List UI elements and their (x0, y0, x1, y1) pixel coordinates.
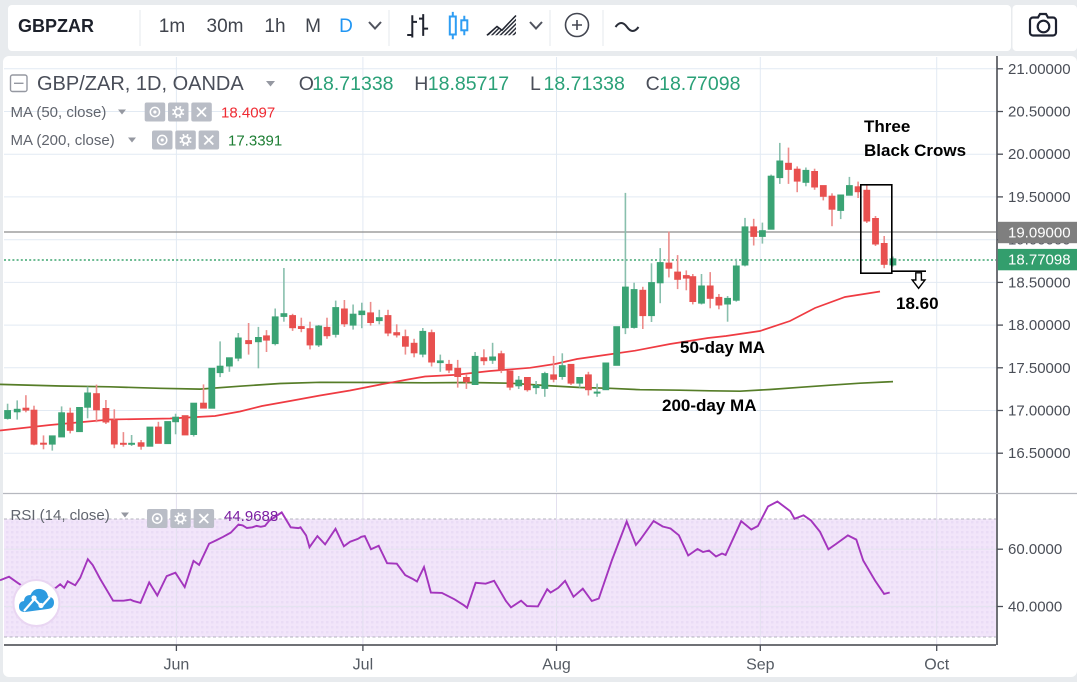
svg-text:20.50000: 20.50000 (1008, 104, 1071, 121)
svg-text:18.71338: 18.71338 (312, 73, 393, 95)
svg-text:L: L (530, 73, 541, 95)
svg-text:Sep: Sep (746, 657, 775, 674)
svg-text:1h: 1h (264, 16, 285, 37)
svg-text:18.60: 18.60 (896, 294, 939, 313)
svg-text:17.3391: 17.3391 (228, 133, 282, 150)
svg-text:44.9688: 44.9688 (224, 508, 278, 525)
svg-text:200-day MA: 200-day MA (662, 396, 756, 415)
svg-text:18.85717: 18.85717 (428, 73, 509, 95)
svg-text:D: D (339, 16, 353, 37)
svg-text:GBPZAR: GBPZAR (18, 16, 94, 36)
svg-text:1m: 1m (159, 16, 185, 37)
svg-text:O: O (299, 73, 314, 95)
svg-text:18.50000: 18.50000 (1008, 274, 1071, 291)
svg-text:30m: 30m (207, 16, 244, 37)
svg-text:Jul: Jul (353, 657, 373, 674)
svg-text:18.71338: 18.71338 (544, 73, 625, 95)
svg-text:20.00000: 20.00000 (1008, 146, 1071, 163)
svg-text:H: H (414, 73, 428, 95)
svg-text:50-day MA: 50-day MA (680, 338, 765, 357)
svg-text:17.50000: 17.50000 (1008, 360, 1071, 377)
svg-text:GBP/ZAR, 1D, OANDA: GBP/ZAR, 1D, OANDA (37, 73, 244, 95)
svg-text:21.00000: 21.00000 (1008, 61, 1071, 78)
svg-text:M: M (305, 16, 321, 37)
svg-text:RSI (14, close): RSI (14, close) (11, 507, 110, 524)
svg-text:18.4097: 18.4097 (221, 105, 275, 122)
svg-text:19.50000: 19.50000 (1008, 189, 1071, 206)
svg-text:MA (50, close): MA (50, close) (11, 104, 107, 121)
svg-text:C: C (646, 73, 660, 95)
svg-text:Oct: Oct (924, 657, 949, 674)
svg-text:Jun: Jun (164, 657, 190, 674)
svg-text:16.50000: 16.50000 (1008, 445, 1071, 462)
svg-text:Aug: Aug (542, 657, 570, 674)
svg-text:19.09000: 19.09000 (1008, 224, 1071, 241)
svg-text:40.0000: 40.0000 (1008, 599, 1062, 616)
svg-text:18.77098: 18.77098 (659, 73, 740, 95)
svg-text:18.77098: 18.77098 (1008, 251, 1071, 268)
svg-text:Three: Three (864, 117, 910, 136)
svg-text:MA (200, close): MA (200, close) (11, 132, 115, 149)
svg-text:Black Crows: Black Crows (864, 141, 966, 160)
svg-text:60.0000: 60.0000 (1008, 541, 1062, 558)
svg-text:18.00000: 18.00000 (1008, 317, 1071, 334)
svg-text:17.00000: 17.00000 (1008, 403, 1071, 420)
